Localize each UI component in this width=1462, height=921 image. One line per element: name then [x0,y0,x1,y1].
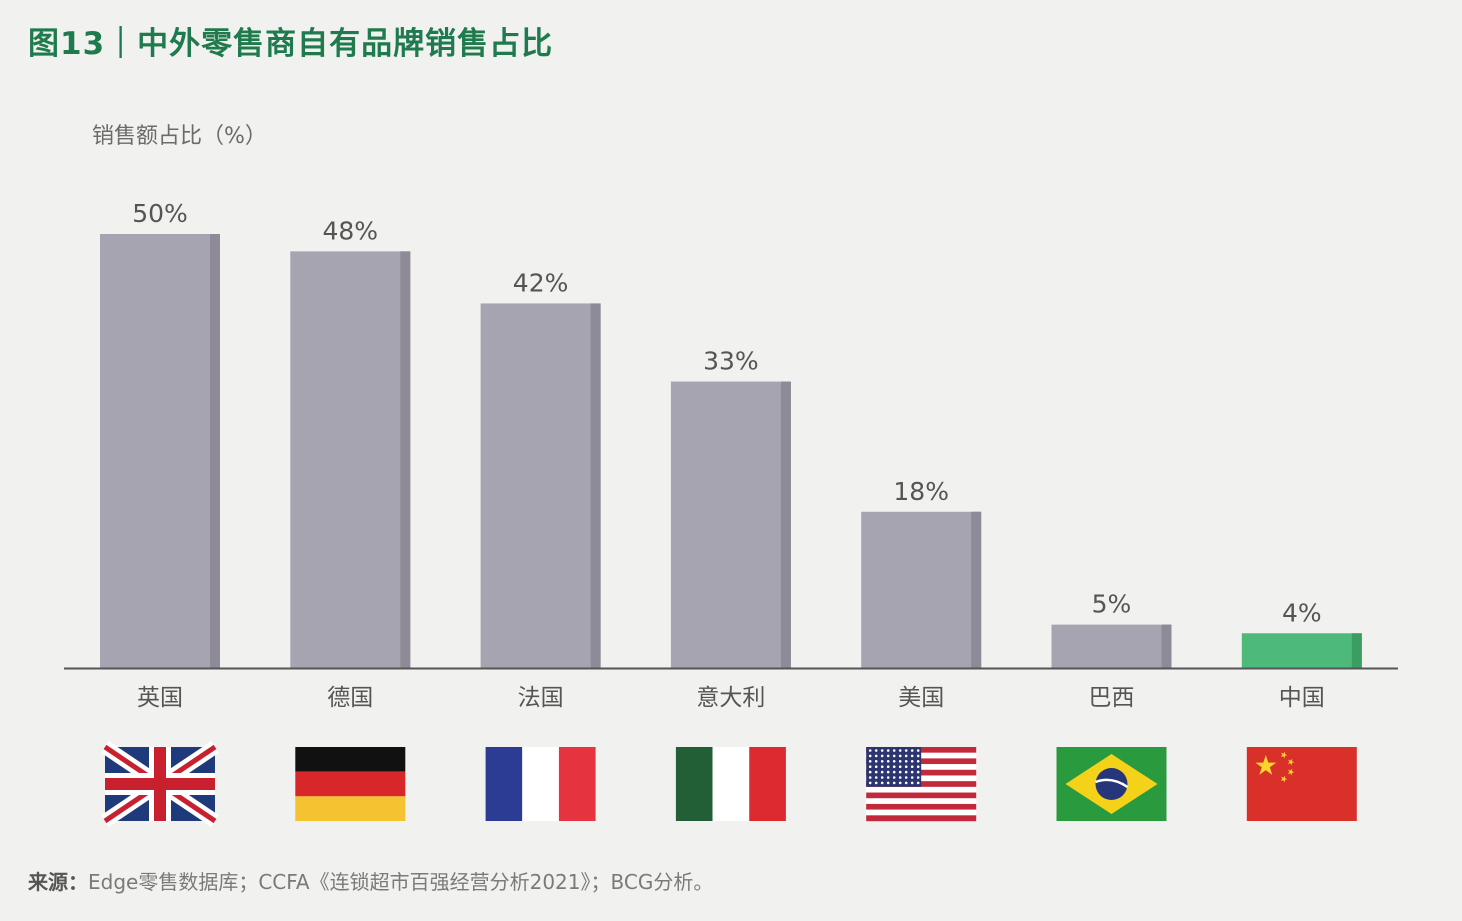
bar-side-shade [971,511,982,668]
bar [1241,633,1362,668]
value-label: 4% [1282,598,1322,627]
value-label: 50% [132,199,188,228]
uk-flag-icon [101,741,219,827]
bar-group [670,381,791,668]
value-label: 48% [323,216,379,245]
bar [290,251,411,669]
value-label: 42% [513,268,569,297]
category-label: 巴西 [1089,685,1135,711]
category-label: 中国 [1279,685,1325,711]
category-label: 德国 [327,685,373,711]
value-label: 18% [893,477,949,506]
category-label: 法国 [518,685,564,711]
bar-side-shade [780,381,791,668]
source-text: Edge零售数据库；CCFA《连锁超市百强经营分析2021》；BCG分析。 [88,870,714,894]
bar-group [290,251,411,669]
bar-side-shade [590,303,601,668]
china-flag-icon [1246,747,1357,821]
category-label: 英国 [137,685,183,711]
bar [670,381,791,668]
germany-flag-icon [295,747,406,821]
value-label: 5% [1092,590,1132,619]
france-flag-icon [485,747,596,821]
usa-flag-icon [866,747,977,822]
y-axis-label: 销售额占比（%） [92,124,267,149]
bar [100,234,220,668]
bar [861,511,982,668]
bar-side-shade [210,234,220,668]
italy-flag-icon [675,747,786,821]
category-label: 意大利 [696,685,765,711]
bar-group [100,234,220,668]
value-label: 33% [703,347,759,376]
bar-side-shade [400,251,411,669]
bar-side-shade [1351,633,1362,668]
bar-group [861,511,982,668]
chart-title: 图13｜中外零售商自有品牌销售占比 [28,26,554,62]
bar-group [1051,624,1172,668]
bar-group [480,303,601,668]
bar [480,303,601,668]
bar-side-shade [1161,624,1172,668]
bar-group [1241,633,1362,668]
brazil-flag-icon [1056,747,1167,821]
bar [1051,624,1172,668]
category-label: 美国 [898,685,944,711]
source-label: 来源： [28,870,88,894]
source-note: 来源：Edge零售数据库；CCFA《连锁超市百强经营分析2021》；BCG分析。 [28,866,713,895]
